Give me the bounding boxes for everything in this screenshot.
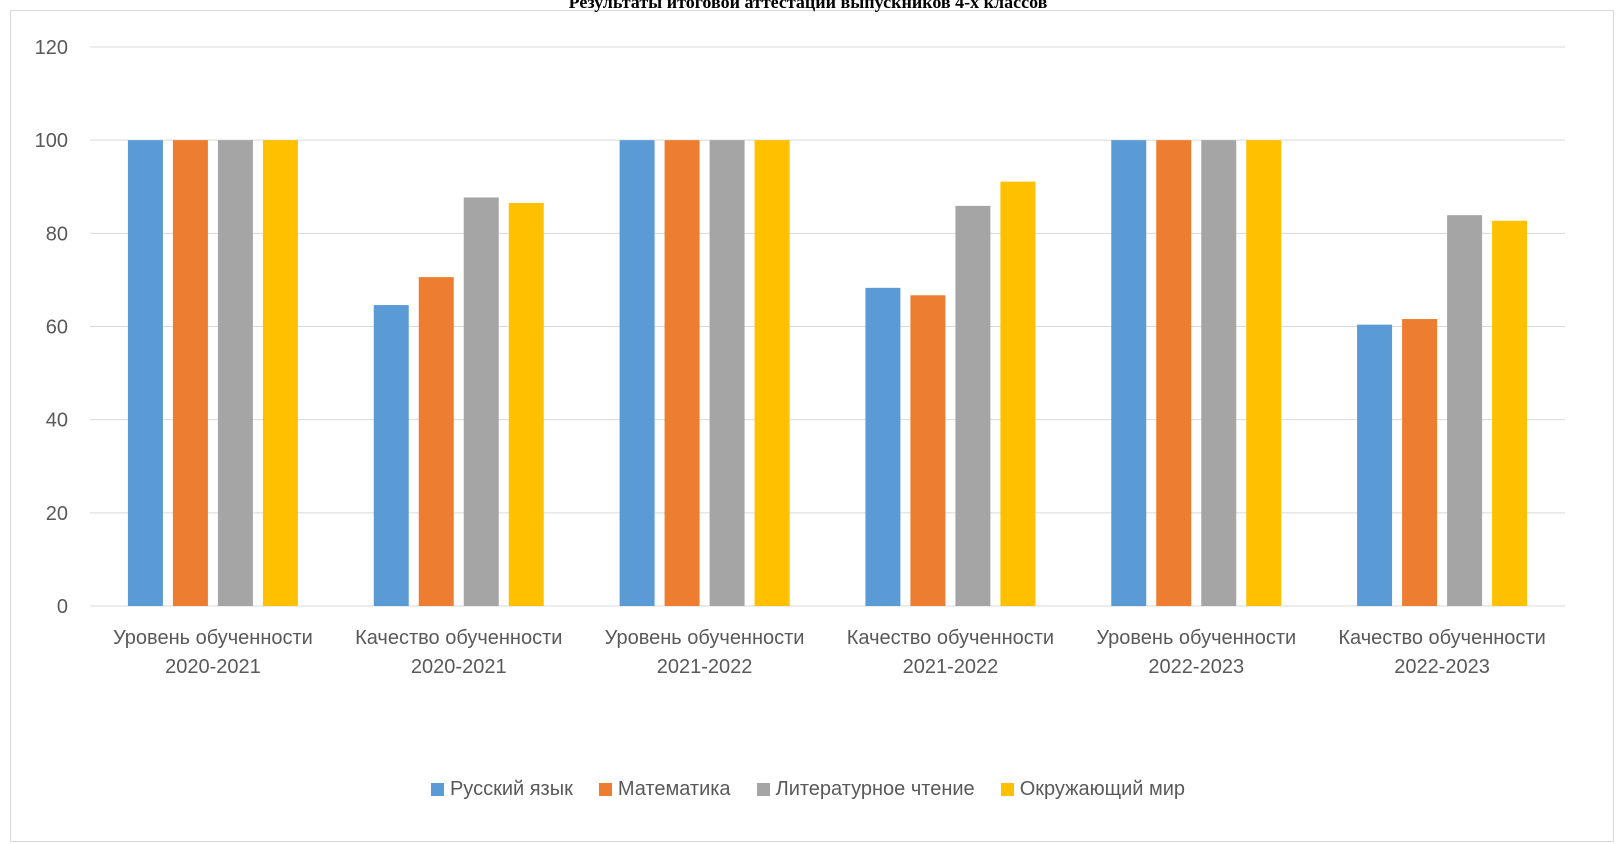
bar	[262, 140, 298, 606]
legend-swatch	[756, 783, 770, 796]
bar	[1111, 140, 1147, 606]
x-tick-label: Уровень обученности	[605, 627, 805, 649]
legend-label: Математика	[617, 778, 731, 800]
gridlines	[90, 46, 1565, 607]
legend-swatch	[430, 783, 444, 796]
x-tick-label: 2020-2021	[165, 656, 261, 678]
legend-label: Литературное чтение	[775, 778, 975, 800]
legend-swatch	[598, 783, 612, 796]
bar	[910, 295, 946, 606]
bar	[709, 140, 745, 606]
x-tick-label: 2021-2022	[903, 656, 999, 678]
bar	[1492, 220, 1528, 606]
y-axis-ticks: 0 20 40 60 80 100 120	[35, 37, 68, 618]
bar	[1447, 215, 1483, 606]
legend-item: Русский язык	[430, 778, 573, 801]
chart-frame	[10, 10, 1614, 842]
bar	[1402, 319, 1438, 606]
bar	[1357, 324, 1393, 606]
x-tick-label: 2022-2023	[1148, 656, 1244, 678]
x-tick-label: Качество обученности	[847, 627, 1054, 649]
bar	[373, 305, 409, 606]
chart-title: Результаты итоговой аттестации выпускник…	[568, 0, 1048, 12]
x-tick-label: Качество обученности	[1338, 627, 1545, 649]
y-tick-label: 0	[57, 596, 68, 618]
bar	[418, 277, 454, 606]
legend-label: Русский язык	[449, 778, 573, 800]
bar	[754, 140, 790, 606]
bar	[664, 140, 700, 606]
bar	[1000, 181, 1036, 606]
x-tick-label: Качество обученности	[355, 627, 562, 649]
x-tick-label: 2022-2023	[1394, 656, 1490, 678]
y-tick-label: 60	[46, 317, 68, 339]
category-labels: Уровень обученности 2020-2021 Качество обу…	[113, 627, 1546, 678]
x-tick-label: 2020-2021	[411, 656, 507, 678]
y-tick-label: 20	[46, 503, 68, 525]
bar	[1246, 140, 1282, 606]
legend-item: Математика	[598, 778, 731, 801]
legend-label: Окружающий мир	[1019, 778, 1186, 800]
y-tick-label: 80	[46, 223, 68, 245]
bar	[1156, 140, 1192, 606]
y-tick-label: 40	[46, 410, 68, 432]
x-tick-label: Уровень обученности	[1096, 627, 1296, 649]
bar	[865, 287, 901, 606]
x-tick-label: Уровень обученности	[113, 627, 313, 649]
bar	[127, 140, 163, 606]
legend-item: Окружающий мир	[1000, 778, 1186, 801]
y-tick-label: 120	[35, 37, 68, 59]
bars	[127, 140, 1528, 606]
bar	[955, 205, 991, 606]
bar	[217, 140, 253, 606]
legend-swatch	[1000, 783, 1014, 796]
legend-item: Литературное чтение	[756, 778, 975, 801]
bar	[172, 140, 208, 606]
bar	[619, 140, 655, 606]
bar	[1201, 140, 1237, 606]
legend: Русский язык Математика Литературное чтени…	[0, 778, 1616, 801]
bar	[508, 203, 544, 606]
x-tick-label: 2021-2022	[657, 656, 753, 678]
bar	[463, 197, 499, 606]
y-tick-label: 100	[35, 130, 68, 152]
